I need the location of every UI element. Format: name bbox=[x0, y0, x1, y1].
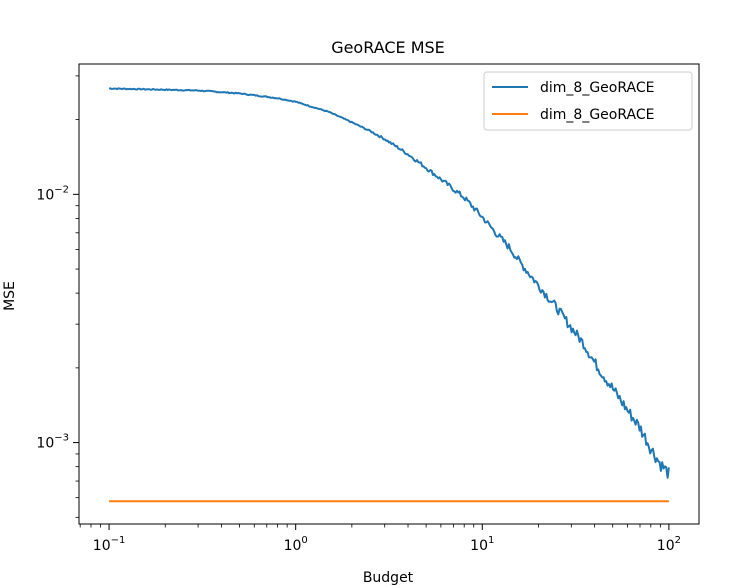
x-tick-label: 102 bbox=[657, 535, 681, 554]
x-axis-label: Budget bbox=[363, 570, 414, 586]
x-tick-label: 100 bbox=[284, 535, 308, 554]
y-axis-label: MSE bbox=[2, 281, 18, 311]
y-axis-ticks: 10−3 10−2 bbox=[36, 75, 79, 518]
series-layer bbox=[109, 87, 670, 503]
plot-area-frame bbox=[78, 63, 700, 525]
x-tick-label: 101 bbox=[470, 535, 494, 554]
chart-title: GeoRACE MSE bbox=[331, 38, 445, 57]
y-tick-label: 10−3 bbox=[36, 433, 69, 452]
x-tick-label: 10−1 bbox=[93, 535, 126, 554]
x-axis-ticks: 10−1 100 101 102 bbox=[79, 524, 681, 554]
legend-frame bbox=[483, 71, 693, 131]
y-tick-label: 10−2 bbox=[36, 184, 69, 203]
legend-label-series-1: dim_8_GeoRACE bbox=[540, 80, 654, 96]
series-line-1 bbox=[109, 87, 670, 479]
legend: dim_8_GeoRACE dim_8_GeoRACE bbox=[483, 71, 693, 131]
legend-label-series-2: dim_8_GeoRACE bbox=[540, 107, 654, 123]
